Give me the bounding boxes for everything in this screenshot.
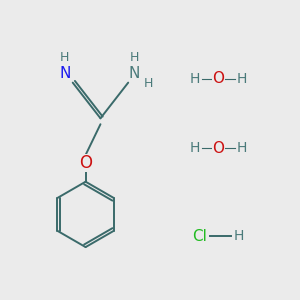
Text: H: H <box>189 72 200 86</box>
Text: H: H <box>234 229 244 243</box>
Text: N: N <box>59 66 70 81</box>
Text: H: H <box>143 77 153 90</box>
Text: Cl: Cl <box>192 229 207 244</box>
Text: H: H <box>189 141 200 155</box>
Text: H: H <box>237 72 247 86</box>
Text: O: O <box>212 140 224 155</box>
Text: O: O <box>212 71 224 86</box>
Text: H: H <box>60 51 70 64</box>
Text: O: O <box>79 154 92 172</box>
Text: N: N <box>128 66 140 81</box>
Text: H: H <box>130 51 139 64</box>
Text: H: H <box>237 141 247 155</box>
